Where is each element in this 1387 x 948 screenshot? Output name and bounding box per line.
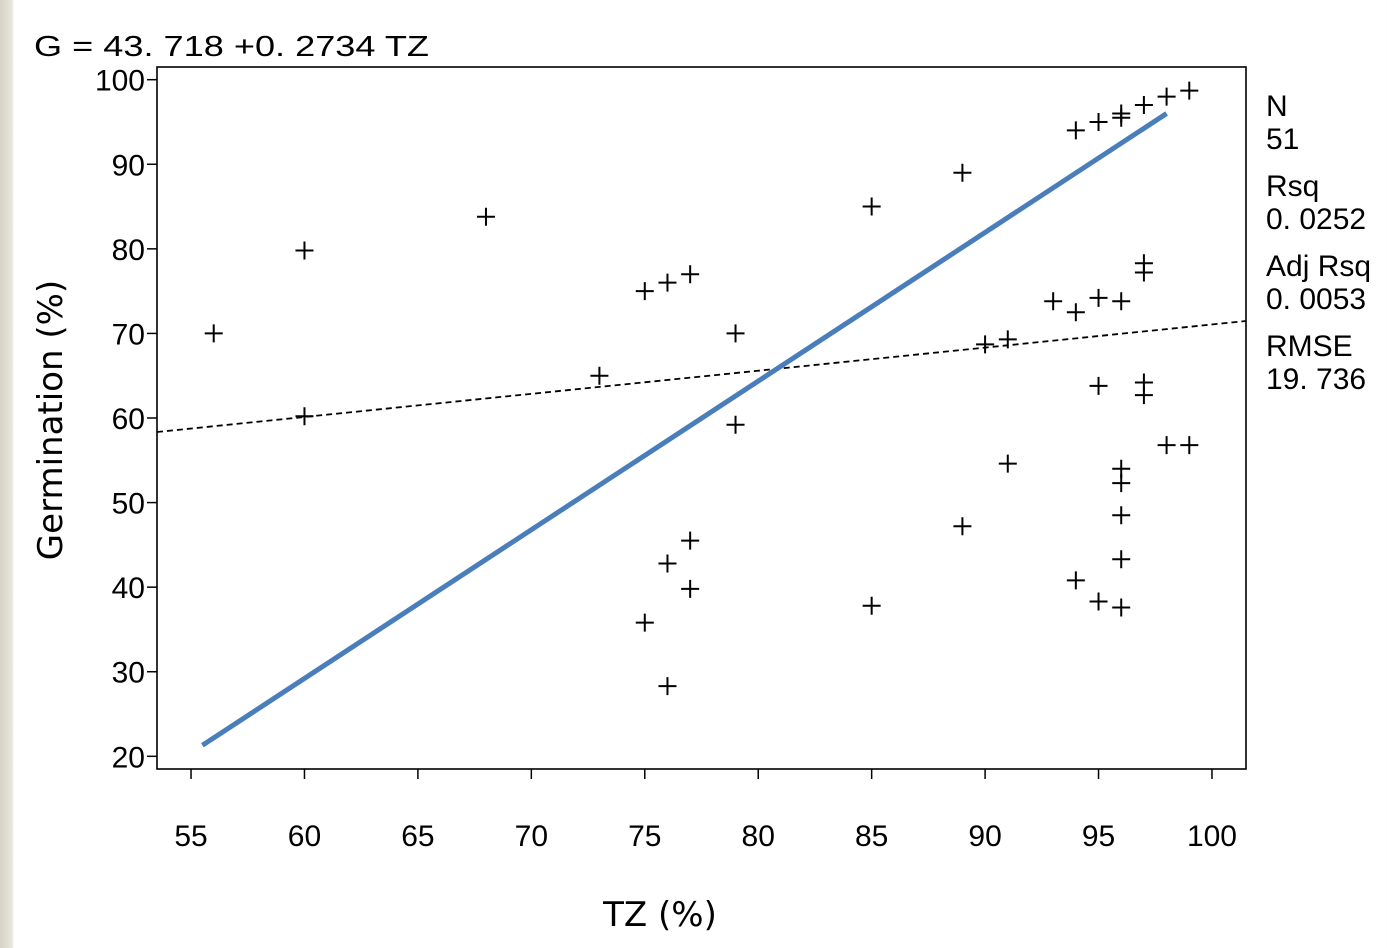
y-tick-label: 30	[112, 657, 145, 690]
stat-label: Adj Rsq	[1266, 250, 1371, 283]
x-tick-label: 75	[628, 820, 661, 853]
x-tick-label: 60	[288, 820, 321, 853]
x-tick-label: 95	[1082, 820, 1115, 853]
stat-value: 51	[1266, 123, 1299, 156]
identity-line	[201, 111, 1168, 748]
data-point	[1134, 386, 1153, 405]
data-point	[998, 330, 1017, 349]
data-point	[1112, 506, 1131, 525]
y-tick-label: 100	[95, 65, 145, 98]
data-point	[953, 517, 972, 536]
x-tick-label: 70	[515, 820, 548, 853]
data-point	[1089, 592, 1108, 611]
data-point	[1044, 292, 1063, 311]
data-point	[1180, 436, 1199, 455]
x-axis-title: TZ (%)	[602, 895, 717, 935]
data-point	[1112, 474, 1131, 493]
stat-label: RMSE	[1266, 330, 1353, 363]
x-tick-label: 80	[742, 820, 775, 853]
data-point	[1134, 263, 1153, 282]
data-point	[476, 207, 495, 226]
data-point	[726, 415, 745, 434]
y-tick-label: 40	[112, 572, 145, 605]
data-point	[658, 677, 677, 696]
y-axis-title: Germination (%)	[31, 280, 71, 560]
data-point	[1089, 288, 1108, 307]
data-point	[976, 335, 995, 354]
data-point	[1066, 303, 1085, 322]
data-point	[953, 163, 972, 182]
data-point	[1134, 96, 1153, 115]
data-point	[1089, 112, 1108, 131]
x-tick-label: 55	[174, 820, 207, 853]
data-point	[1112, 550, 1131, 569]
stat-value: 19. 736	[1266, 363, 1366, 396]
y-tick-label: 90	[112, 149, 145, 182]
regression-equation: G = 43. 718 +0. 2734 TZ	[34, 31, 429, 63]
data-point	[1066, 121, 1085, 140]
y-tick-label: 60	[112, 403, 145, 436]
x-tick-label: 65	[401, 820, 434, 853]
data-point	[726, 324, 745, 343]
data-point	[1112, 292, 1131, 311]
y-tick-label: 50	[112, 488, 145, 521]
data-point	[204, 324, 223, 343]
plot-marks	[156, 81, 1247, 748]
data-point	[1089, 376, 1108, 395]
regression-fit-line	[156, 320, 1247, 433]
data-point	[1066, 571, 1085, 590]
data-point	[862, 596, 881, 615]
data-point	[635, 282, 654, 301]
stat-value: 0. 0053	[1266, 283, 1366, 316]
data-point	[635, 613, 654, 632]
data-point	[1112, 598, 1131, 617]
data-point	[681, 265, 700, 284]
x-tick-label: 100	[1187, 820, 1237, 853]
data-point	[1112, 108, 1131, 127]
data-point	[862, 197, 881, 216]
data-point	[658, 273, 677, 292]
y-tick-label: 80	[112, 234, 145, 267]
x-tick-label: 85	[855, 820, 888, 853]
data-point	[658, 554, 677, 573]
y-axis: 20 30 40 50 60 70 80 90 100	[95, 65, 157, 774]
stat-value: 0. 0252	[1266, 203, 1366, 236]
data-point	[295, 241, 314, 260]
data-point	[681, 579, 700, 598]
x-tick-label: 90	[968, 820, 1001, 853]
data-point	[590, 366, 609, 385]
data-point	[1180, 81, 1199, 100]
stat-label: Rsq	[1266, 170, 1319, 203]
data-point	[295, 407, 314, 426]
x-axis: 55 60 65 70 75 80 85 90 95 100	[174, 769, 1237, 853]
stat-label: N	[1266, 90, 1288, 123]
y-tick-label: 20	[112, 741, 145, 774]
data-point	[1157, 87, 1176, 106]
data-point	[681, 531, 700, 550]
data-point	[998, 454, 1017, 473]
data-point	[1157, 436, 1176, 455]
y-tick-label: 70	[112, 318, 145, 351]
